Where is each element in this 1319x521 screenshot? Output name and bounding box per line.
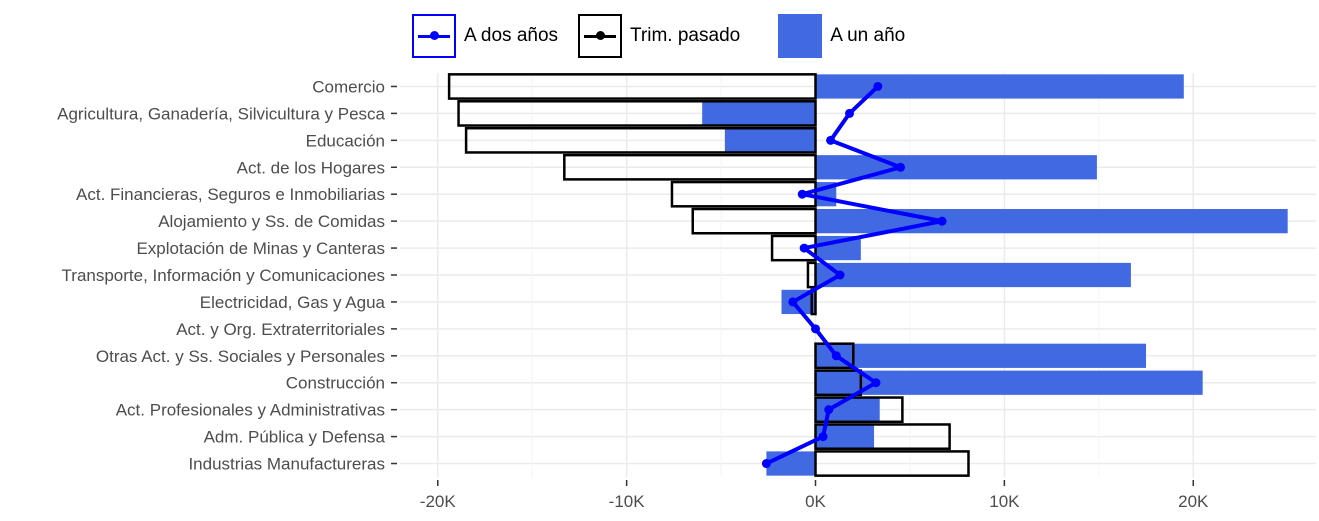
point-a-dos-anos bbox=[895, 162, 905, 172]
a-dos-anos-line bbox=[761, 81, 947, 469]
bar-trim-pasado bbox=[814, 423, 951, 450]
bar-trim-pasado bbox=[691, 207, 817, 235]
bar-a-un-ano bbox=[702, 101, 816, 126]
point-a-dos-anos bbox=[835, 270, 845, 280]
trim-pasado-bars bbox=[447, 73, 970, 477]
bar-trim-pasado bbox=[563, 153, 817, 181]
bar-trim-pasado bbox=[806, 261, 817, 289]
x-axis: -20K -10K 0K 10K 20K bbox=[420, 480, 1209, 511]
legend-label-a-un-ano: A un año bbox=[830, 25, 906, 46]
legend: A dos años Trim. pasado A un año bbox=[412, 12, 925, 60]
y-tick-label: Transporte, Información y Comunicaciones bbox=[62, 266, 385, 285]
legend-label-a-dos-anos: A dos años bbox=[464, 25, 559, 46]
y-tick-label: Comercio bbox=[312, 77, 385, 96]
bar-trim-pasado bbox=[457, 100, 817, 127]
bar-trim-pasado bbox=[814, 342, 855, 370]
y-tick-label: Adm. Pública y Defensa bbox=[204, 428, 386, 447]
bar-a-un-ano bbox=[815, 343, 1147, 368]
point-a-dos-anos bbox=[873, 81, 883, 91]
point-a-dos-anos bbox=[761, 459, 771, 469]
x-tick-label: 10K bbox=[989, 492, 1020, 511]
bar-a-un-ano bbox=[815, 155, 1097, 180]
y-tick-label: Alojamiento y Ss. de Comidas bbox=[158, 212, 385, 231]
bar-a-un-ano bbox=[766, 451, 816, 476]
point-a-dos-anos bbox=[788, 297, 798, 307]
bar-trim-pasado bbox=[670, 180, 817, 208]
point-a-dos-anos bbox=[937, 216, 947, 226]
bar-a-un-ano bbox=[724, 128, 816, 153]
x-tick-label: 20K bbox=[1178, 492, 1209, 511]
legend-key-a-dos-anos bbox=[412, 14, 456, 58]
bar-a-un-ano bbox=[815, 262, 1131, 288]
y-tick-label: Act. de los Hogares bbox=[237, 158, 385, 177]
legend-key-a-un-ano bbox=[778, 14, 823, 58]
legend-label-trim-pasado: Trim. pasado bbox=[630, 25, 741, 46]
point-a-dos-anos bbox=[826, 135, 836, 145]
bar-trim-pasado bbox=[770, 234, 817, 262]
y-tick-label: Act. Financieras, Seguros e Inmobiliaria… bbox=[76, 185, 385, 204]
y-tick-label: Agricultura, Ganadería, Silvicultura y P… bbox=[57, 104, 385, 123]
bar-a-un-ano bbox=[815, 209, 1288, 234]
point-a-dos-anos bbox=[824, 405, 834, 415]
y-tick-label: Industrias Manufactureras bbox=[188, 455, 385, 474]
point-a-dos-anos bbox=[845, 108, 855, 118]
y-tick-label: Otras Act. y Ss. Sociales y Personales bbox=[96, 347, 385, 366]
y-tick-label: Electricidad, Gas y Agua bbox=[200, 293, 386, 312]
y-axis: Comercio Agricultura, Ganadería, Silvicul… bbox=[57, 77, 397, 474]
point-a-dos-anos bbox=[818, 432, 828, 442]
legend-item-trim-pasado: Trim. pasado bbox=[578, 14, 740, 58]
legend-key-trim-pasado bbox=[578, 14, 623, 58]
y-tick-label: Act. y Org. Extraterritoriales bbox=[176, 320, 385, 339]
bar-trim-pasado bbox=[447, 73, 817, 100]
x-tick-label: 0K bbox=[805, 492, 826, 511]
bar-trim-pasado bbox=[464, 126, 817, 154]
point-a-dos-anos bbox=[799, 243, 809, 253]
y-tick-label: Act. Profesionales y Administrativas bbox=[116, 401, 385, 420]
point-a-dos-anos bbox=[871, 378, 881, 388]
point-a-dos-anos bbox=[797, 189, 807, 199]
legend-item-a-un-ano: A un año bbox=[778, 14, 905, 58]
legend-item-a-dos-anos: A dos años bbox=[412, 14, 558, 58]
y-tick-label: Educación bbox=[306, 131, 385, 150]
y-tick-label: Explotación de Minas y Canteras bbox=[136, 239, 385, 258]
y-tick-label: Construcción bbox=[286, 374, 385, 393]
x-tick-label: -10K bbox=[609, 492, 646, 511]
bar-trim-pasado bbox=[814, 369, 863, 397]
bar-trim-pasado bbox=[814, 450, 970, 477]
x-tick-label: -20K bbox=[420, 492, 457, 511]
point-a-dos-anos bbox=[811, 324, 821, 334]
point-a-dos-anos bbox=[831, 351, 841, 361]
bar-trim-pasado bbox=[814, 396, 904, 424]
